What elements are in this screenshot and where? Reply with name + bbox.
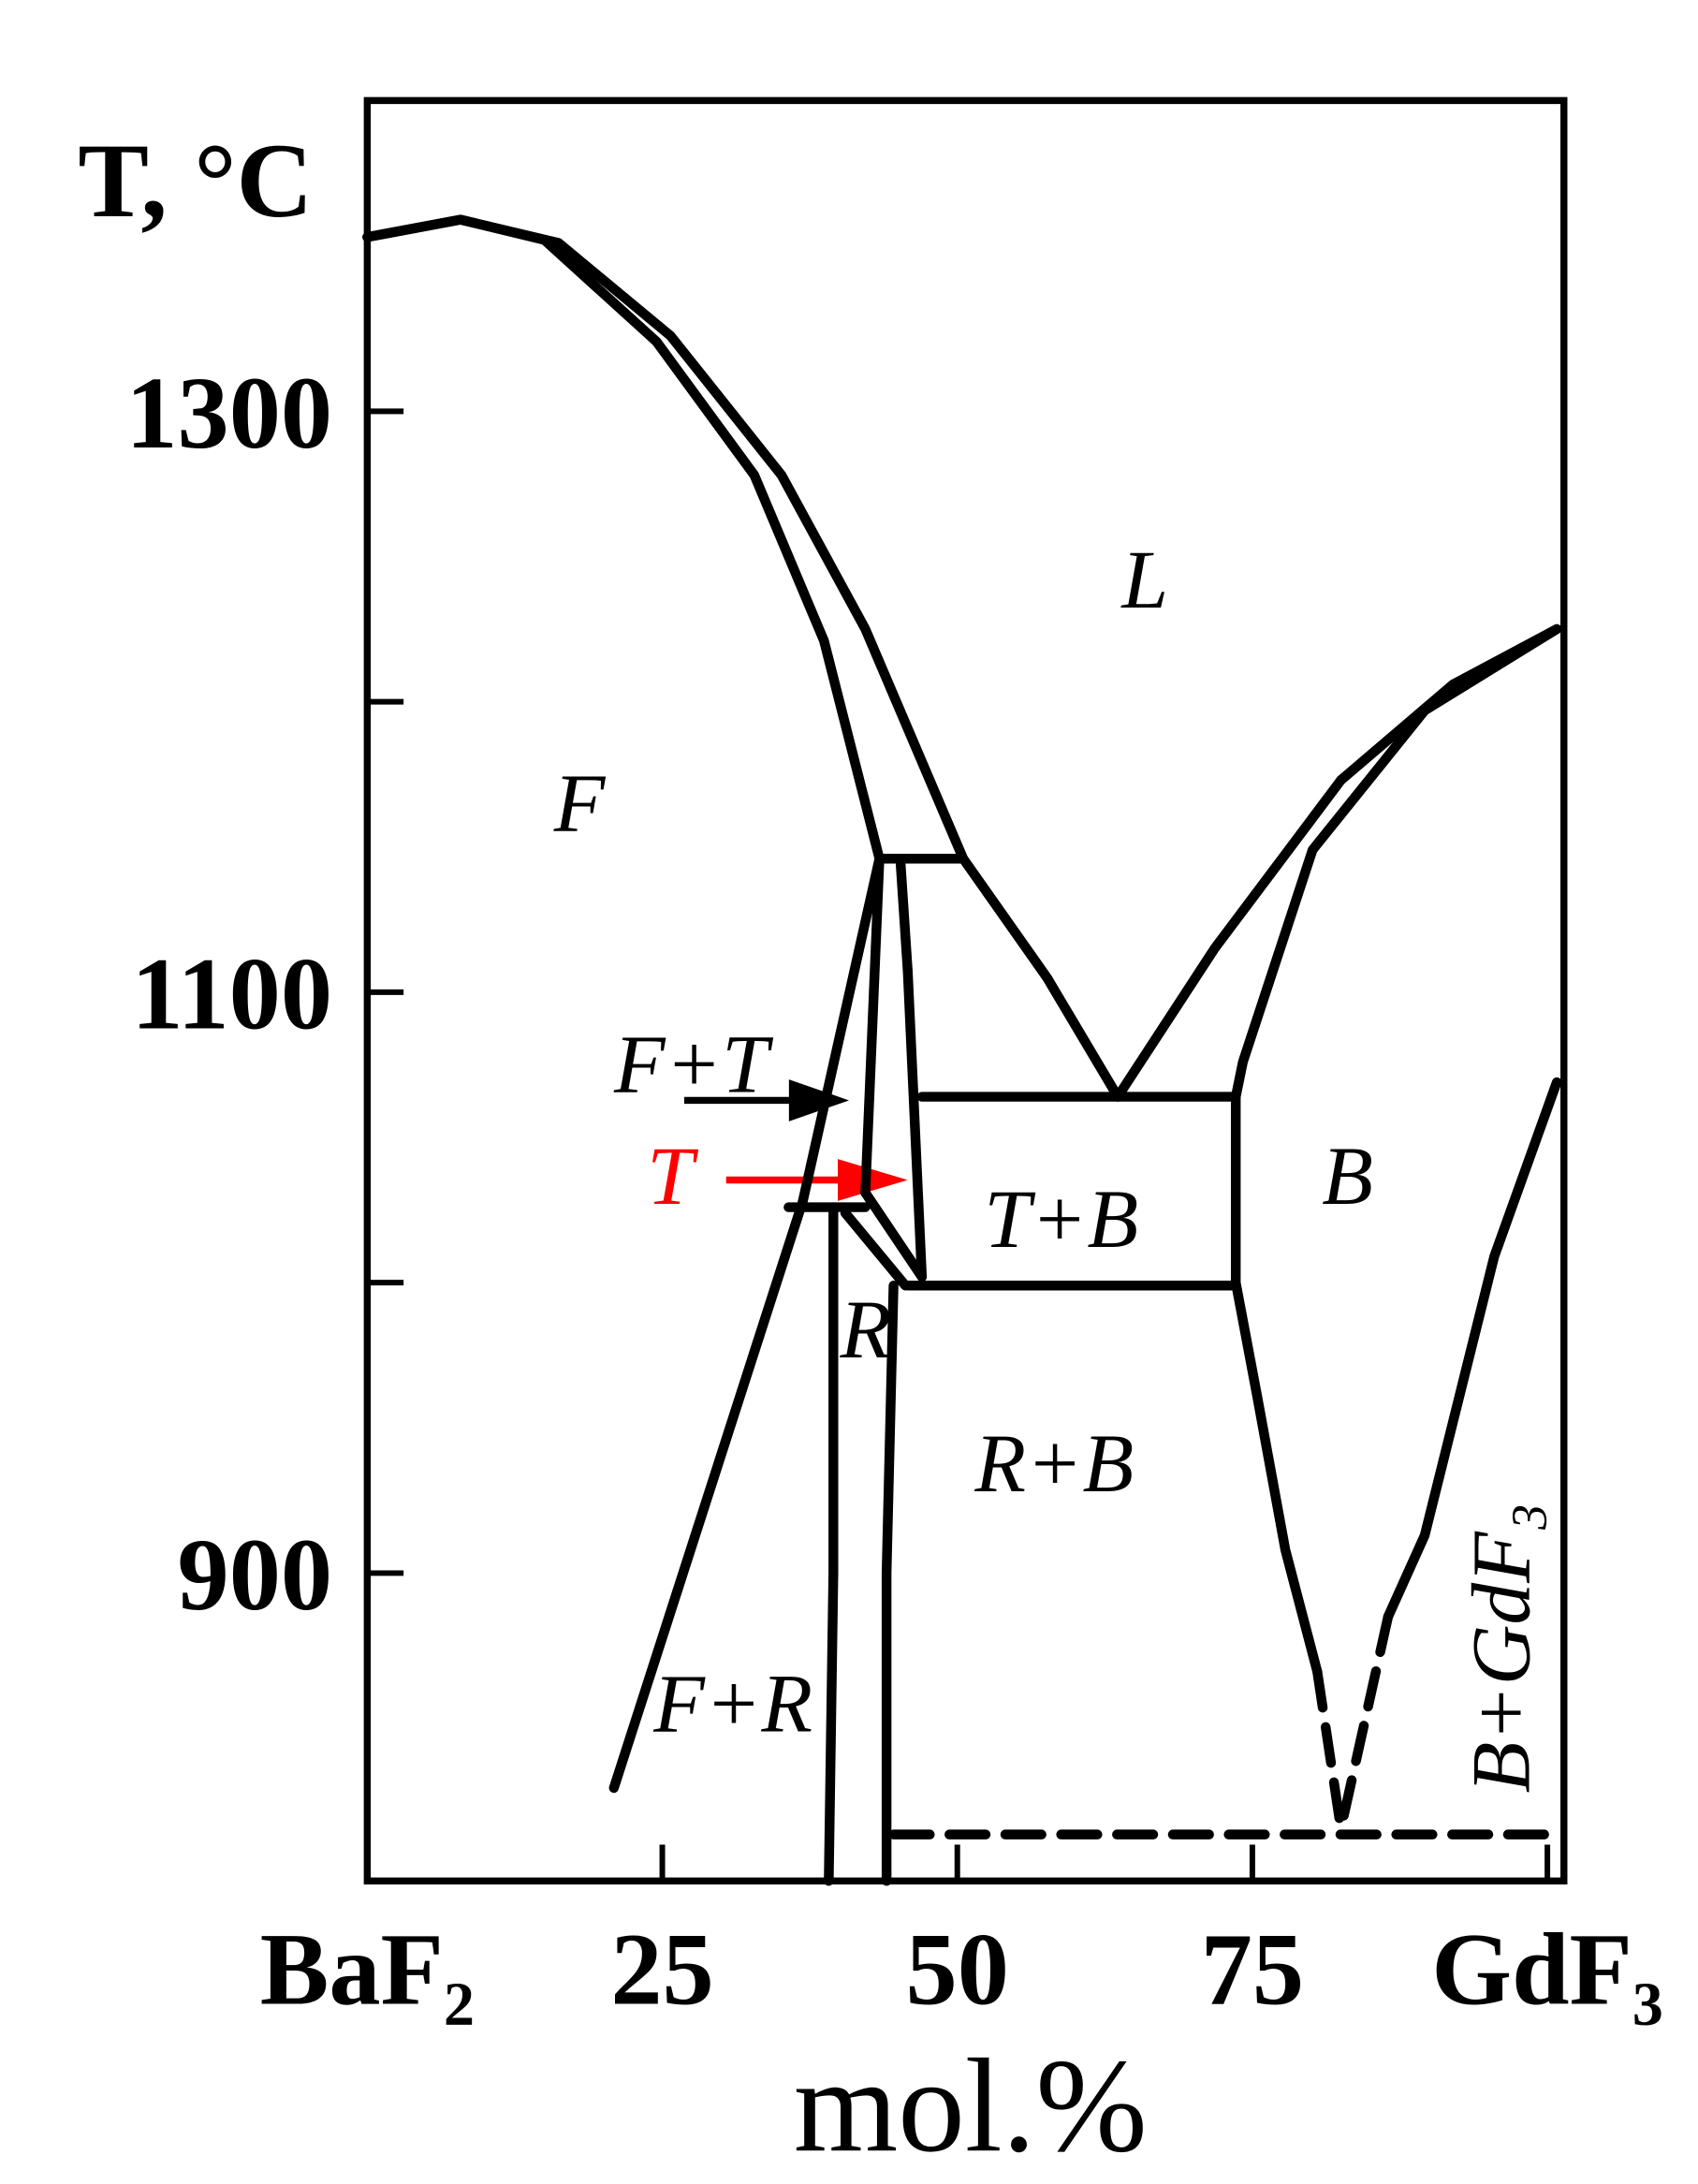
y-axis-label: T, °C bbox=[78, 122, 313, 240]
x-axis-label: mol.% bbox=[794, 2030, 1148, 2179]
arrow bbox=[683, 1079, 849, 1121]
phase-boundary bbox=[1336, 1611, 1394, 1834]
region-label: B+GdF₃ bbox=[1455, 1502, 1547, 1793]
phase-boundary bbox=[860, 1187, 928, 1283]
phase-boundary bbox=[608, 854, 885, 1794]
phase-boundary bbox=[362, 214, 969, 864]
region-label: T bbox=[647, 1130, 699, 1223]
region-label: F+T bbox=[613, 1019, 774, 1111]
region-label: R+B bbox=[973, 1417, 1134, 1510]
arrow bbox=[725, 1159, 908, 1201]
y-tick-label: 1100 bbox=[131, 937, 332, 1051]
x-tick-label: GdF₃ bbox=[1431, 1913, 1663, 2027]
phase-boundary bbox=[881, 1281, 899, 1886]
region-label: R bbox=[840, 1283, 892, 1376]
region-label: F+R bbox=[652, 1658, 812, 1751]
phase-boundary bbox=[1230, 1092, 1323, 1678]
x-tick-label: 50 bbox=[906, 1913, 1009, 2027]
y-tick-label: 1300 bbox=[125, 356, 332, 470]
phase-boundary bbox=[1230, 623, 1562, 1102]
phase-boundary bbox=[362, 214, 885, 864]
phase-boundary bbox=[958, 854, 1123, 1102]
phase-boundary bbox=[840, 1208, 911, 1291]
phase-boundary bbox=[1383, 1077, 1562, 1622]
x-tick-label: 25 bbox=[610, 1913, 713, 2027]
x-tick-label: BaF₂ bbox=[260, 1913, 475, 2027]
region-label: B bbox=[1322, 1130, 1373, 1223]
y-tick-label: 900 bbox=[178, 1517, 333, 1632]
region-label: L bbox=[1120, 534, 1168, 626]
phase-boundary bbox=[824, 1202, 839, 1886]
phase-boundary bbox=[860, 854, 885, 1198]
x-tick-label: 75 bbox=[1201, 1913, 1304, 2027]
region-label: T+B bbox=[984, 1173, 1138, 1266]
phase-boundary bbox=[1112, 623, 1562, 1102]
region-label: F bbox=[553, 757, 607, 850]
phase-boundary bbox=[1312, 1666, 1346, 1834]
phase-boundary bbox=[895, 859, 928, 1283]
